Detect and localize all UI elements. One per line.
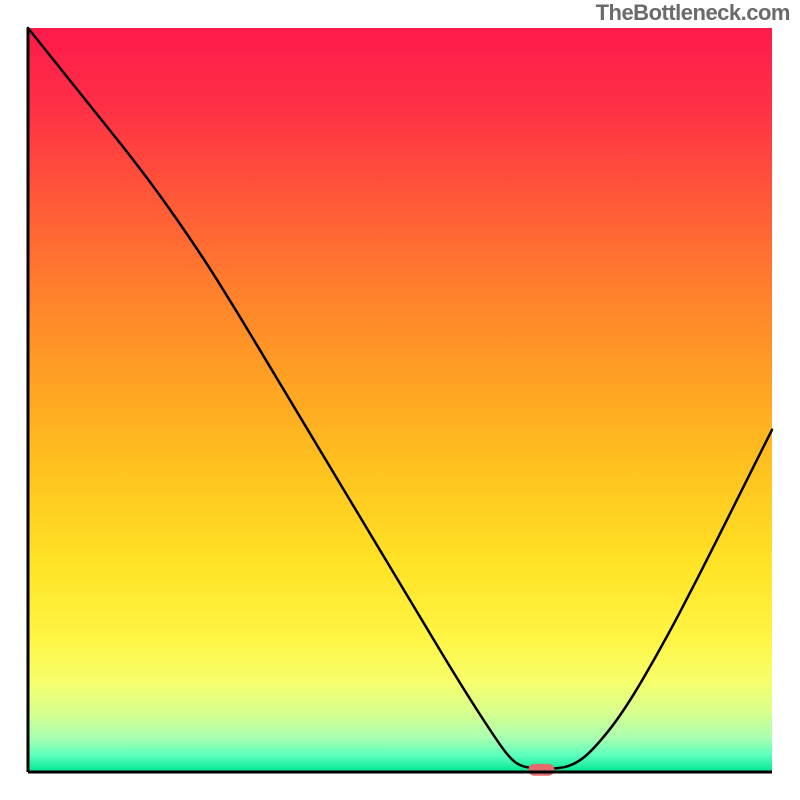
gradient-background	[28, 28, 772, 772]
bottleneck-chart: TheBottleneck.com	[0, 0, 800, 800]
watermark-label: TheBottleneck.com	[596, 0, 790, 26]
chart-svg	[0, 0, 800, 800]
optimal-marker	[528, 764, 554, 776]
